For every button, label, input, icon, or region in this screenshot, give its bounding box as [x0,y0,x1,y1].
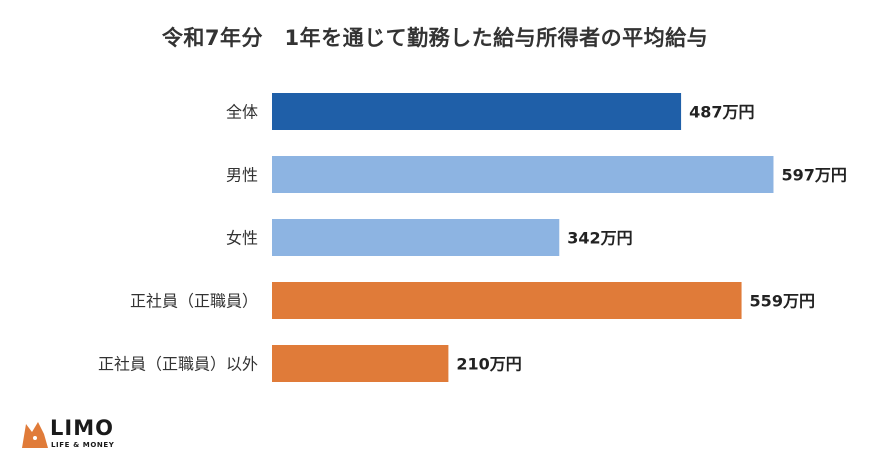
value-label-3: 559万円 [750,292,815,311]
category-label-0: 全体 [226,103,258,122]
value-labels-group: 487万円 597万円 342万円 559万円 210万円 [456,103,846,374]
bar-0 [272,93,682,130]
bar-4 [272,345,449,382]
bar-2 [272,219,560,256]
fox-logo-icon [22,422,48,448]
bars-group [272,93,774,382]
limo-logo: LIMO LIFE & MONEY [20,416,130,454]
category-label-1: 男性 [226,166,258,185]
bar-1 [272,156,774,193]
value-label-2: 342万円 [567,229,632,248]
logo-tagline: LIFE & MONEY [51,441,115,449]
category-label-2: 女性 [226,229,258,248]
bar-3 [272,282,742,319]
value-label-0: 487万円 [689,103,754,122]
category-label-4: 正社員（正職員）以外 [98,355,258,374]
chart-title: 令和7年分 1年を通じて勤務した給与所得者の平均給与 [161,26,709,50]
category-label-3: 正社員（正職員） [130,292,258,311]
value-label-1: 597万円 [781,166,846,185]
logo-wordmark: LIMO [50,416,114,440]
value-label-4: 210万円 [456,355,521,374]
